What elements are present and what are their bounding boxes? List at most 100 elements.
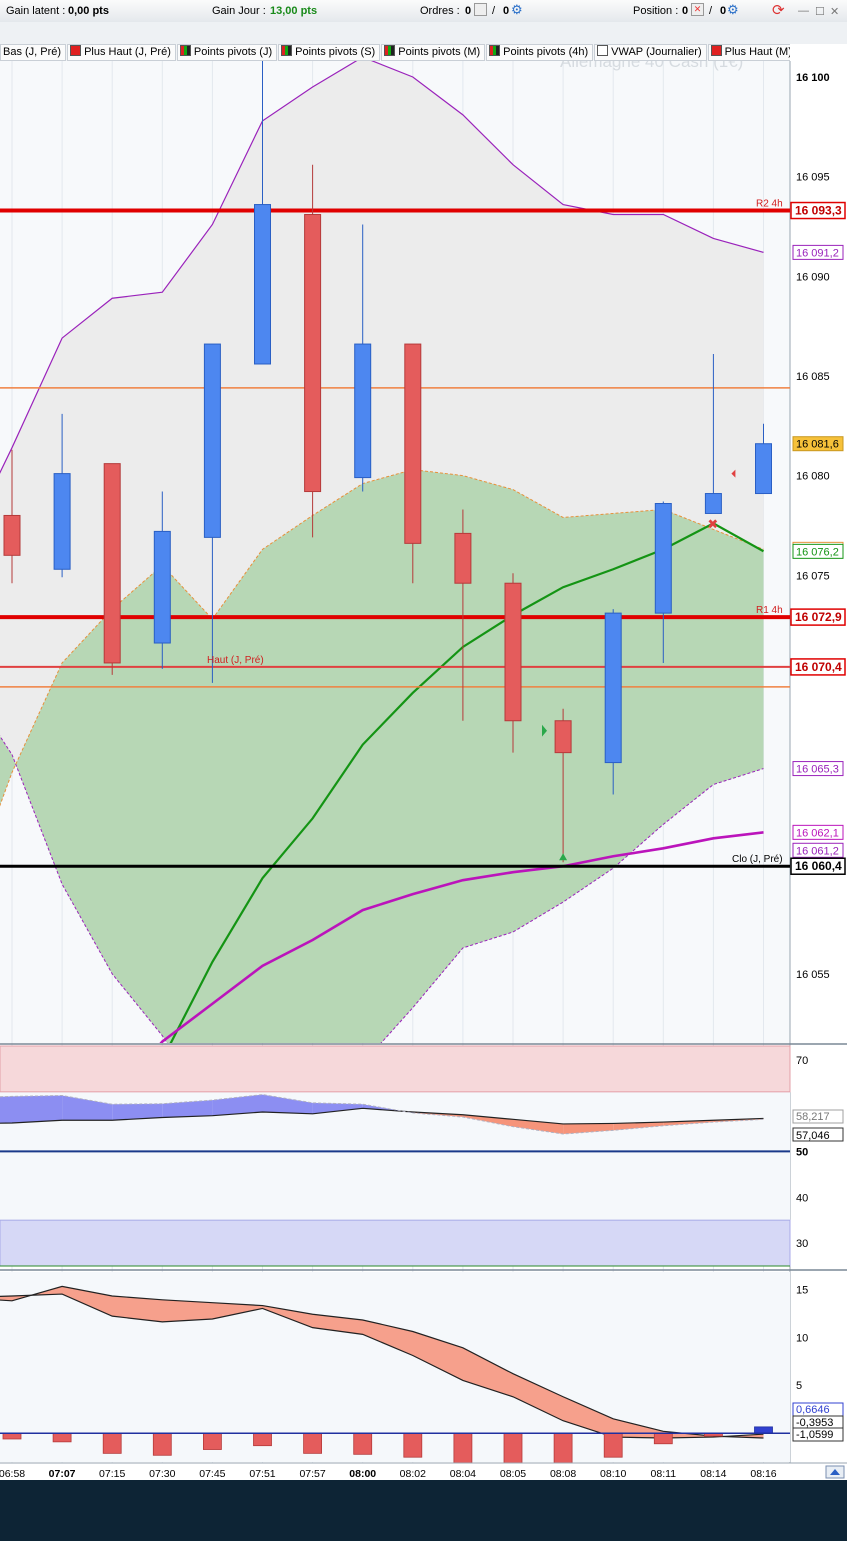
ordres-gear-icon[interactable]: ⚙	[511, 2, 523, 17]
sell-marker-icon	[731, 469, 736, 478]
legend-item-7[interactable]: Plus Haut (M)	[707, 44, 790, 61]
macd-histogram-bar	[102, 1432, 122, 1454]
close-icon[interactable]: ✕	[830, 6, 840, 18]
main-ytick-label: 16 080	[796, 471, 830, 483]
gain-jour-value: 13,00 pts	[270, 5, 318, 17]
rsi-oversold-zone	[0, 1219, 791, 1267]
candle-body	[304, 214, 322, 493]
rsi-fill-segment	[12, 1095, 63, 1123]
candle-body	[654, 503, 672, 614]
rsi-ytick-label: 70	[796, 1055, 808, 1067]
legend-label: Plus Haut (M)	[724, 46, 790, 58]
price-tag-label-3: 16 076,2	[796, 546, 839, 558]
macd-histogram-bar	[603, 1432, 623, 1458]
rsi-ytick-label: 50	[796, 1146, 808, 1158]
hline-tag-1	[790, 608, 846, 626]
xaxis-label: 07:15	[99, 1468, 125, 1480]
legend-item-4[interactable]: Points pivots (M)	[381, 44, 486, 61]
hline-tag-label-1: 16 072,9	[795, 610, 842, 624]
hline-label-0: R2 4h	[756, 199, 783, 210]
maximize-icon[interactable]: ☐	[815, 6, 825, 18]
price-tag-3	[792, 543, 844, 559]
rsi-fill-segment	[162, 1100, 213, 1118]
xaxis-label: 08:05	[500, 1468, 526, 1480]
rsi-value-tag-2	[792, 1127, 844, 1142]
legend-label: VWAP (Journalier)	[611, 46, 702, 58]
candle-body	[704, 493, 722, 514]
macd-value-label-2: -0,3953	[796, 1417, 833, 1429]
ordres-label: Ordres :	[420, 5, 460, 17]
bottom-bar	[0, 1480, 847, 1541]
xaxis-label: 08:04	[450, 1468, 476, 1480]
candle-body	[404, 343, 422, 544]
macd-value-label-1: 0,6646	[796, 1404, 830, 1416]
gain-latent-value: 0,00 pts	[68, 5, 109, 17]
xaxis-label: 08:11	[651, 1468, 677, 1480]
legend-item-5[interactable]: Points pivots (4h)	[486, 44, 594, 61]
main-ytick-label: 16 055	[796, 969, 830, 981]
macd-histogram-bar	[152, 1432, 172, 1456]
minimize-icon[interactable]: —	[798, 5, 809, 17]
price-tag-5	[792, 824, 844, 840]
indicator-legend: Bas (J, Pré) Plus Haut (J, Pré) Points piv…	[0, 44, 790, 61]
position-value-a: 0	[682, 5, 689, 17]
entry-marker-icon	[542, 724, 547, 737]
rsi-fill-segment	[462, 1114, 513, 1127]
position-gear-icon[interactable]: ⚙	[727, 2, 739, 17]
macd-signal-line	[0, 1285, 764, 1439]
macd-value-tag-3	[792, 1427, 844, 1442]
macd-histogram-bar	[2, 1432, 22, 1440]
xaxis-label: 07:57	[299, 1468, 325, 1480]
hline-tag-2	[790, 658, 846, 676]
legend-swatch-icon	[489, 45, 501, 56]
gain-latent-label: Gain latent :	[6, 5, 66, 17]
hline-label-3: Clo (J, Pré)	[732, 854, 783, 865]
hline-tag-0	[790, 201, 846, 220]
candle-body	[53, 473, 71, 570]
rsi-value-label-1: 58,217	[796, 1111, 830, 1123]
hline-tag-label-0: 16 093,3	[795, 204, 842, 218]
legend-item-2[interactable]: Points pivots (J)	[176, 44, 278, 61]
position-label: Position :	[633, 5, 679, 17]
price-tag-6	[792, 842, 844, 858]
macd-histogram-bar	[453, 1432, 473, 1465]
legend-swatch-icon	[710, 45, 722, 56]
buy-arrow-icon	[559, 853, 568, 861]
hline-tag-label-3: 16 060,4	[795, 859, 842, 873]
sma-magenta-line	[159, 831, 764, 1043]
macd-histogram-bar	[303, 1432, 323, 1454]
xaxis-label: 08:08	[550, 1468, 576, 1480]
macd-histogram-bar	[553, 1432, 573, 1468]
candle-body	[3, 514, 21, 556]
legend-item-3[interactable]: Points pivots (S)	[278, 44, 381, 61]
refresh-icon[interactable]: ⟳	[772, 2, 785, 19]
main-ytick-label: 16 085	[796, 371, 830, 383]
hline-tag-label-2: 16 070,4	[795, 660, 842, 674]
xaxis-label: 07:45	[199, 1468, 225, 1480]
macd-histogram-bar	[653, 1432, 673, 1445]
top-toolbar: Gain latent : 0,00 pts Gain Jour : 13,00…	[0, 0, 847, 23]
legend-label: Points pivots (S)	[295, 46, 376, 58]
macd-histogram-bar	[202, 1432, 222, 1450]
main-panel: ✖	[0, 61, 790, 1043]
rsi-signal-line	[0, 1094, 764, 1135]
rsi-overbought-zone	[0, 1045, 791, 1093]
position-close-icon[interactable]: ✕	[691, 3, 704, 16]
bollinger-upper-line	[0, 61, 764, 474]
ordres-close-icon[interactable]	[474, 3, 487, 16]
xaxis-label: 08:14	[700, 1468, 726, 1480]
legend-item-1[interactable]: Plus Haut (J, Pré)	[67, 44, 176, 61]
candle-body	[153, 530, 171, 644]
legend-item-0[interactable]: Bas (J, Pré)	[0, 44, 67, 61]
price-tag-label-5: 16 062,1	[796, 827, 839, 839]
legend-item-6[interactable]: VWAP (Journalier)	[594, 44, 707, 61]
macd-histogram-bar	[253, 1432, 272, 1447]
price-tag-4	[792, 761, 844, 777]
gain-jour-label: Gain Jour :	[212, 5, 266, 17]
main-ytick-label: 16 075	[796, 570, 830, 582]
ordres-value-a: 0	[465, 5, 472, 17]
macd-ytick-label: 10	[796, 1332, 808, 1344]
macd-ytick-label: 15	[796, 1284, 808, 1296]
candle-body	[454, 532, 472, 584]
